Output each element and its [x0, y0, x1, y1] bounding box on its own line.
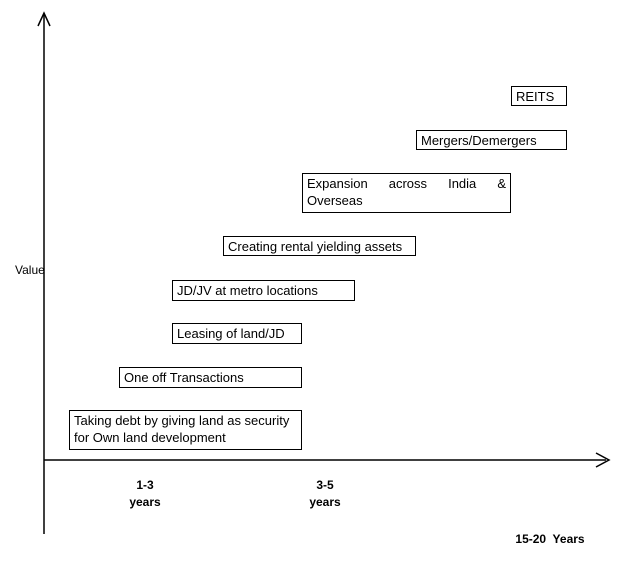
- item-expansion-india-overseas: Expansion across India & Overseas: [302, 173, 511, 213]
- x-axis-arrowhead: [595, 452, 611, 468]
- x-tick-line2: years: [309, 495, 341, 509]
- item-one-off-transactions: One off Transactions: [119, 367, 302, 388]
- item-leasing-of-land-jd: Leasing of land/JD: [172, 323, 302, 344]
- y-axis-label: Value: [15, 263, 45, 277]
- x-tick-1-3-years: 1-3 years: [120, 477, 170, 511]
- x-tick-line1: 3-5: [316, 478, 334, 492]
- item-creating-rental-yielding-assets: Creating rental yielding assets: [223, 236, 416, 256]
- axes-canvas: [37, 11, 611, 534]
- y-axis-arrowhead: [37, 11, 51, 27]
- x-tick-15-20-years: 15-20 Years: [500, 497, 600, 565]
- item-jd-jv-metro-locations: JD/JV at metro locations: [172, 280, 355, 301]
- item-mergers-demergers: Mergers/Demergers: [416, 130, 567, 150]
- item-taking-debt-land-security: Taking debt by giving land as security f…: [69, 410, 302, 450]
- x-tick-line2: years: [129, 495, 161, 509]
- x-tick-line1: 1-3: [136, 478, 154, 492]
- x-tick-3-5-years: 3-5 years: [300, 477, 350, 511]
- item-reits: REITS: [511, 86, 567, 106]
